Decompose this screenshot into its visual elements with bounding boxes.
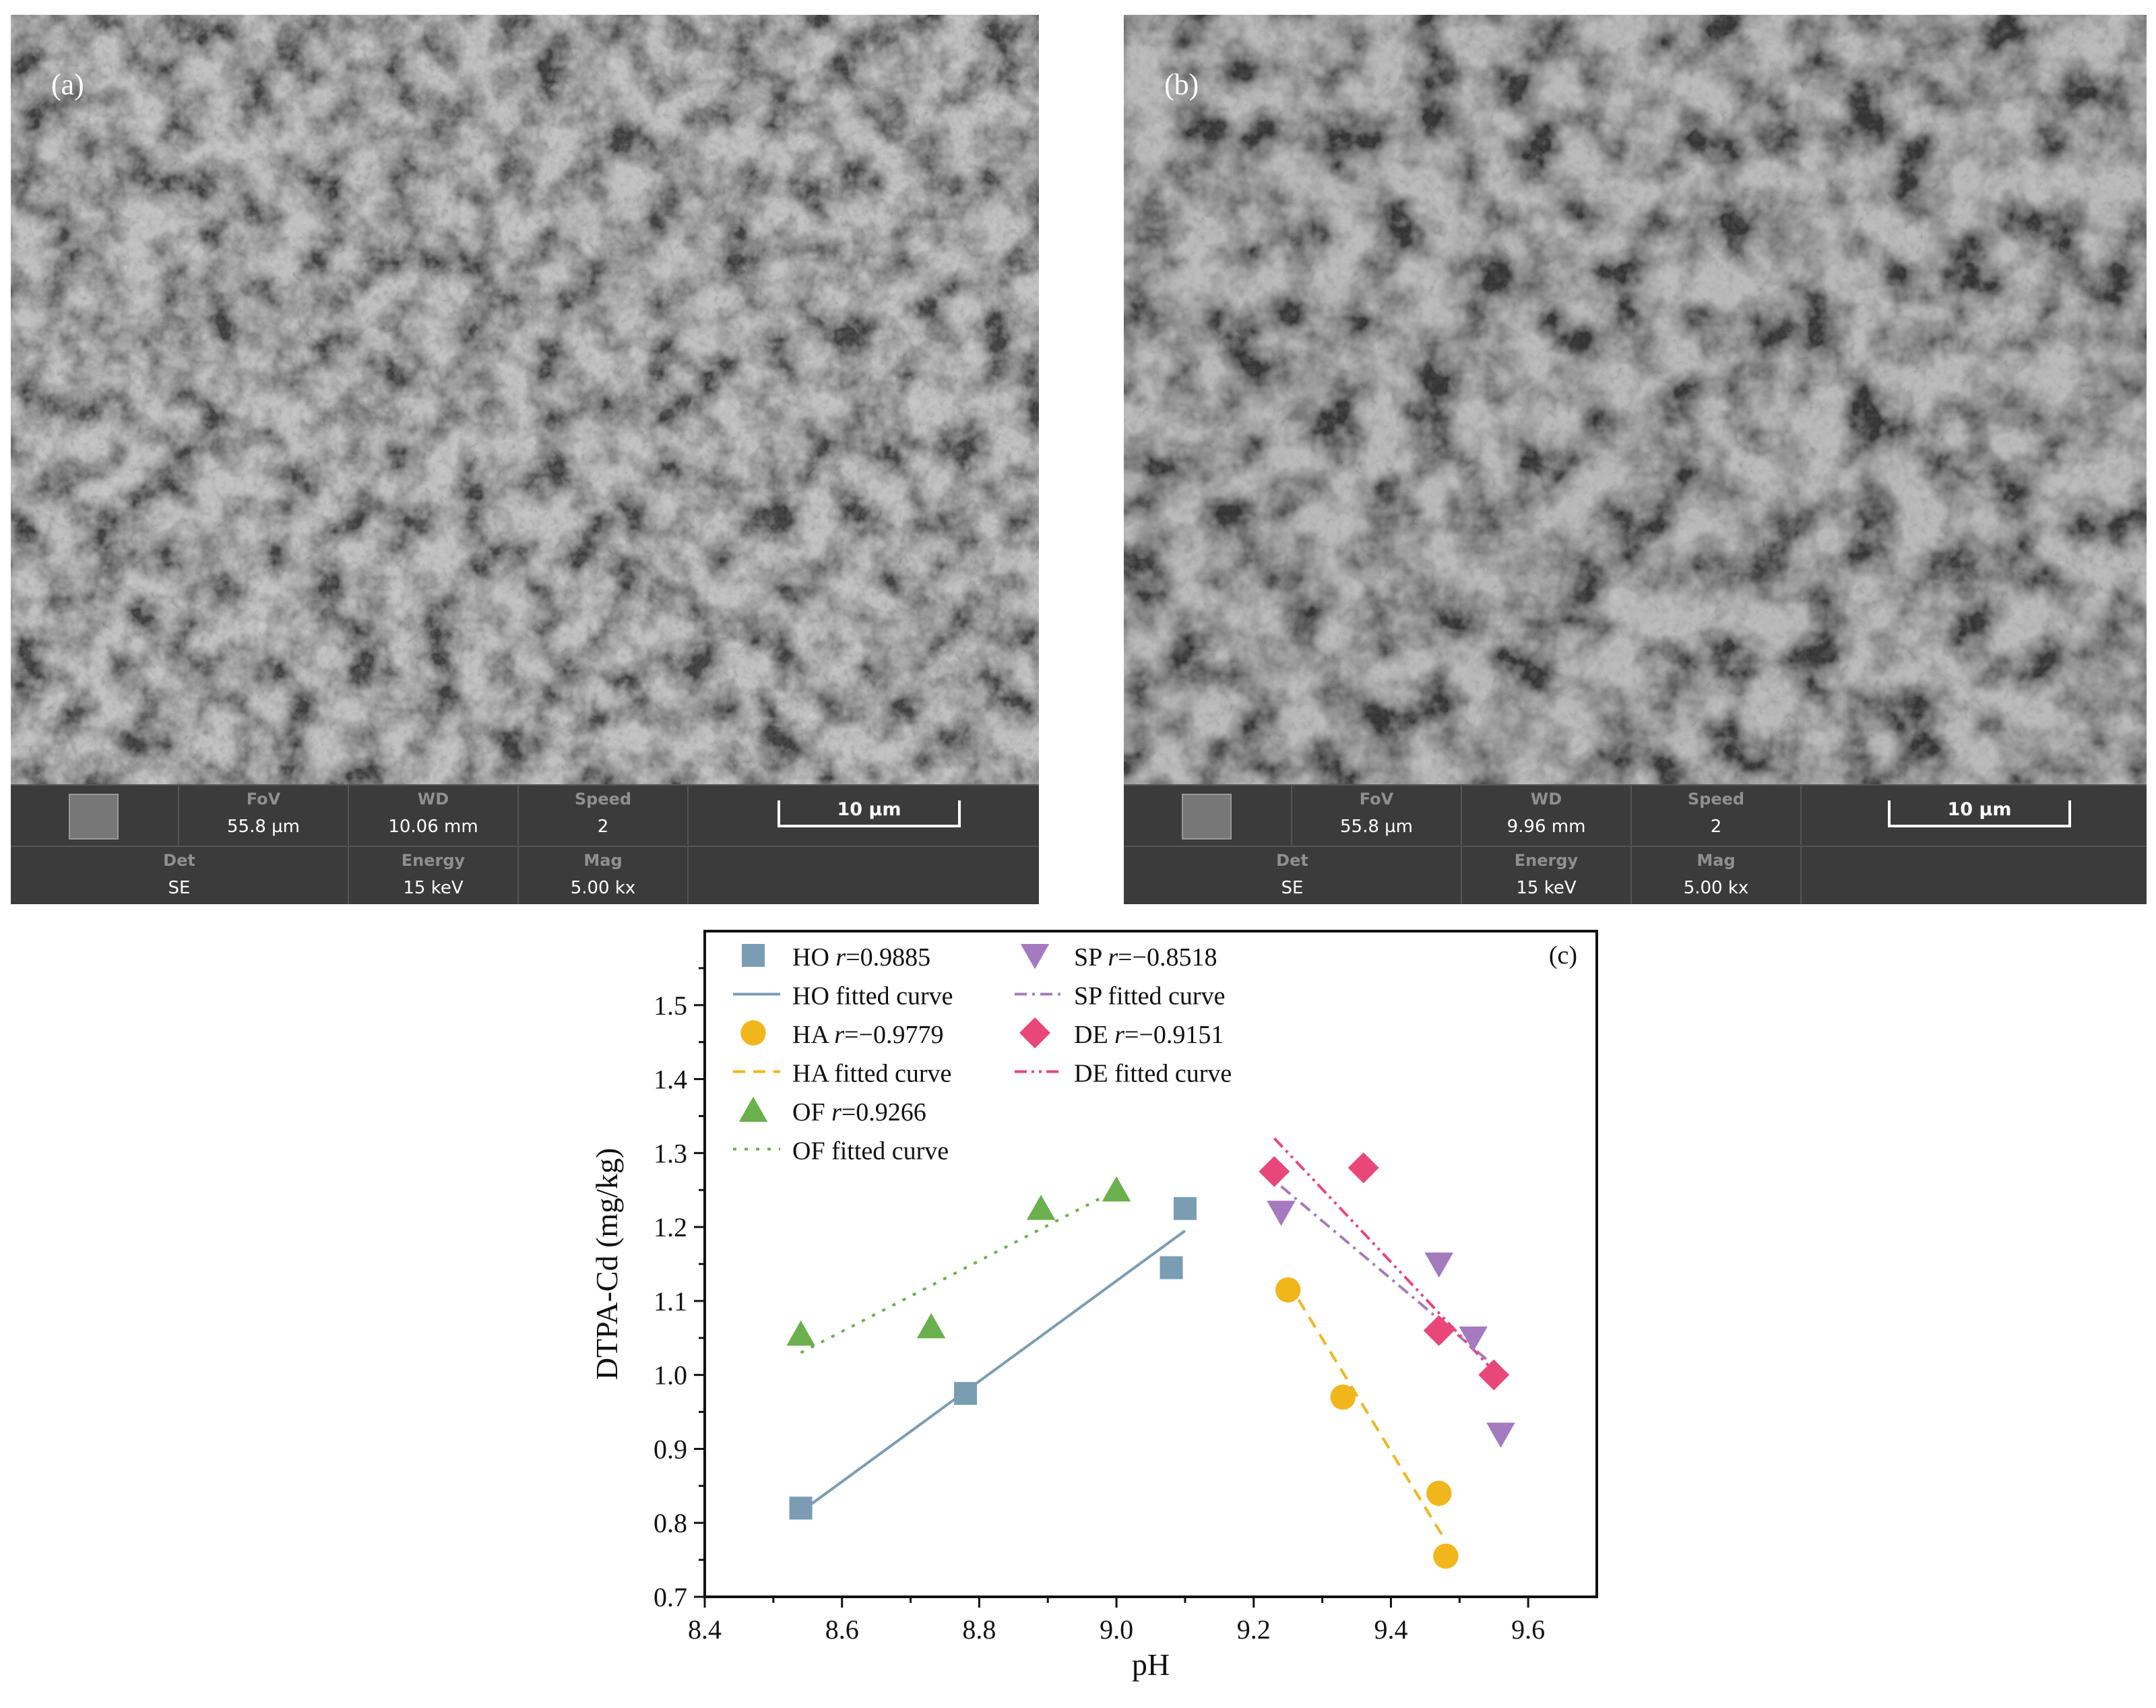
fov-cell: FoV 55.8 µm: [1292, 786, 1462, 845]
legend-fit-label-ho: HO fitted curve: [792, 982, 953, 1011]
legend-fit-label-of: OF fitted curve: [792, 1137, 949, 1166]
series-ho: [800, 1229, 1186, 1513]
legend-fit-label-ha: HA fitted curve: [792, 1060, 951, 1088]
point-sp: [1424, 1253, 1454, 1278]
sem-panel-a: (a) FoV 55.8 µm WD 10.06 mm Speed 2 10 µm D…: [11, 15, 1039, 904]
energy-cell: Energy 15 keV: [1462, 847, 1632, 904]
point-ho: [1160, 1256, 1183, 1279]
wd-cell: WD 9.96 mm: [1462, 786, 1632, 845]
series-ha: [1286, 1282, 1447, 1542]
point-de: [1423, 1315, 1455, 1346]
y-tick-label: 0.8: [654, 1508, 687, 1538]
x-tick-label: 9.2: [1237, 1614, 1271, 1645]
y-tick-label: 1.3: [654, 1138, 687, 1168]
series-of: [800, 1189, 1117, 1354]
panel-label-c: (c): [1549, 941, 1577, 970]
legend-marker-ho: [742, 944, 765, 967]
point-ha: [1330, 1384, 1356, 1410]
fit-line-ho: [800, 1229, 1186, 1513]
legend-marker-of: [738, 1096, 768, 1122]
point-ho: [1173, 1197, 1197, 1220]
x-axis: 8.4 8.6 8.8 9.0 9.2 9.4 9.6: [688, 1597, 1545, 1645]
y-axis-title: DTPA-Cd (mg/kg): [590, 1148, 624, 1381]
sem-databar-a: FoV 55.8 µm WD 10.06 mm Speed 2 10 µm Det SE…: [11, 784, 1039, 904]
legend: HO r=0.9885 HO fitted curve HA r=−0.9779 HA…: [733, 943, 1232, 1166]
y-tick-label: 1.0: [654, 1360, 687, 1391]
fov-cell: FoV 55.8 µm: [179, 786, 349, 845]
point-ha: [1426, 1480, 1452, 1507]
energy-cell: Energy 15 keV: [349, 847, 519, 904]
point-of: [1102, 1176, 1131, 1202]
point-of: [1026, 1195, 1056, 1220]
x-tick-label: 9.0: [1100, 1614, 1133, 1645]
point-de: [1478, 1359, 1510, 1391]
scale-bar: 10 µm: [778, 799, 961, 827]
sem-databar-b: FoV 55.8 µm WD 9.96 mm Speed 2 10 µm Det SE …: [1124, 784, 2147, 904]
fit-line-ha: [1286, 1282, 1447, 1542]
point-ha: [1433, 1543, 1459, 1569]
point-de: [1259, 1156, 1290, 1187]
legend-label-ha: HA r=−0.9779: [792, 1021, 943, 1049]
x-tick-label: 9.6: [1511, 1614, 1545, 1645]
legend-label-sp: SP r=−0.8518: [1074, 943, 1217, 972]
point-of: [916, 1312, 946, 1339]
y-tick-label: 1.2: [654, 1212, 687, 1242]
legend-label-of: OF r=0.9266: [792, 1098, 926, 1127]
sem-image-b: [1124, 15, 2147, 784]
x-tick-label: 8.8: [962, 1614, 996, 1645]
legend-fit-label-de: DE fitted curve: [1074, 1060, 1232, 1088]
point-ha: [1275, 1277, 1301, 1303]
x-tick-label: 8.6: [825, 1614, 859, 1645]
point-sp: [1267, 1201, 1296, 1226]
x-axis-title: pH: [1132, 1647, 1170, 1682]
sem-panel-b: (b) FoV 55.8 µm WD 9.96 mm Speed 2 10 µm De…: [1124, 15, 2147, 904]
y-tick-label: 0.9: [654, 1434, 687, 1464]
point-ho: [954, 1382, 978, 1405]
speed-cell: Speed 2: [519, 786, 689, 845]
x-tick-label: 8.4: [688, 1614, 722, 1645]
legend-marker-de: [1019, 1017, 1050, 1048]
point-of: [786, 1320, 815, 1346]
wd-cell: WD 10.06 mm: [349, 786, 519, 845]
scale-bar: 10 µm: [1888, 799, 2071, 827]
legend-marker-ha: [740, 1020, 766, 1046]
y-axis: 0.7 0.8 0.9 1.0 1.1 1.2 1.3 1.4 1.5: [654, 967, 705, 1612]
y-tick-label: 1.5: [654, 990, 687, 1021]
det-cell: Det SE: [1124, 847, 1462, 904]
y-tick-label: 0.7: [654, 1582, 687, 1612]
panel-label-b: (b): [1164, 68, 1199, 101]
legend-label-de: DE r=−0.9151: [1074, 1021, 1224, 1049]
point-sp: [1486, 1422, 1515, 1448]
det-cell: Det SE: [11, 847, 349, 904]
legend-marker-sp: [1020, 944, 1050, 970]
point-sp: [1459, 1326, 1488, 1352]
point-de: [1348, 1152, 1379, 1184]
speed-cell: Speed 2: [1632, 786, 1802, 845]
mag-cell: Mag 5.00 kx: [1632, 847, 1802, 904]
x-tick-label: 9.4: [1374, 1614, 1407, 1645]
microscope-logo-icon: [1182, 794, 1232, 840]
legend-fit-label-sp: SP fitted curve: [1074, 982, 1225, 1011]
microscope-logo-icon: [69, 794, 119, 840]
fit-line-de: [1273, 1137, 1495, 1372]
y-tick-label: 1.4: [654, 1065, 687, 1095]
series-de: [1273, 1137, 1495, 1372]
y-tick-label: 1.1: [654, 1286, 687, 1317]
mag-cell: Mag 5.00 kx: [519, 847, 689, 904]
fit-line-of: [800, 1189, 1117, 1354]
fit-line-sp: [1280, 1185, 1502, 1372]
point-ho: [789, 1496, 813, 1520]
sem-image-a: [11, 15, 1039, 784]
legend-label-ho: HO r=0.9885: [792, 943, 930, 972]
series-sp: [1280, 1185, 1502, 1372]
panel-label-a: (a): [51, 68, 84, 101]
